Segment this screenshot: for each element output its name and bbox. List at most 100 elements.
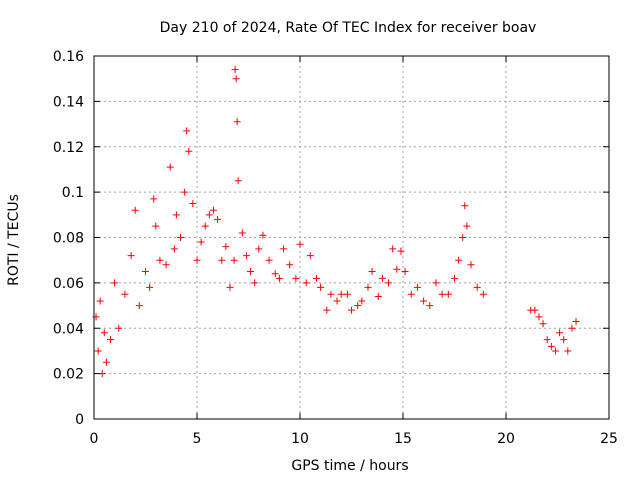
- roti-data-point: [473, 283, 481, 291]
- roti-data-point: [177, 234, 185, 241]
- roti-data-point: [131, 206, 139, 214]
- roti-data-point: [531, 306, 539, 314]
- roti-data-point: [564, 347, 572, 355]
- y-tick-label: 0.14: [53, 94, 84, 110]
- x-tick-label: 15: [394, 431, 412, 447]
- roti-data-point: [551, 347, 559, 355]
- x-axis-title: GPS time / hours: [291, 458, 408, 474]
- roti-data-point: [401, 268, 409, 276]
- y-tick-label: 0.12: [53, 140, 84, 156]
- roti-data-point: [185, 147, 193, 155]
- roti-data-point: [312, 274, 320, 282]
- roti-data-point: [333, 297, 341, 305]
- roti-data-point: [152, 222, 160, 230]
- roti-data-point: [378, 274, 386, 282]
- y-tick-label: 0.02: [53, 367, 84, 383]
- roti-data-point: [292, 274, 300, 282]
- roti-data-point: [271, 270, 279, 278]
- y-tick-label: 0.06: [53, 276, 84, 292]
- roti-data-point: [296, 240, 304, 248]
- roti-data-point: [150, 195, 158, 203]
- roti-data-point: [389, 245, 397, 253]
- roti-data-point: [302, 279, 310, 287]
- roti-data-point: [94, 347, 102, 355]
- grid-lines: [94, 56, 609, 419]
- roti-data-point: [96, 297, 104, 305]
- roti-data-point: [214, 215, 222, 223]
- roti-data-point: [426, 302, 434, 310]
- roti-data-point: [156, 256, 164, 264]
- roti-data-point: [189, 199, 197, 207]
- y-tick-label: 0.04: [53, 321, 84, 337]
- y-tick-label: 0: [75, 412, 84, 428]
- roti-data-point: [393, 265, 401, 273]
- roti-data-point: [172, 211, 180, 219]
- roti-data-point: [259, 231, 267, 239]
- y-tick-label: 0.08: [53, 231, 84, 247]
- roti-data-point: [323, 306, 331, 314]
- roti-data-point: [233, 118, 241, 126]
- roti-data-point: [255, 245, 263, 253]
- roti-data-point: [197, 238, 205, 246]
- roti-data-point: [451, 274, 458, 282]
- roti-data-point: [397, 247, 405, 255]
- y-axis-title: ROTI / TECUs: [6, 194, 22, 286]
- roti-data-point: [535, 313, 543, 321]
- roti-data-point: [247, 268, 255, 276]
- x-tick-label: 0: [90, 431, 99, 447]
- x-tick-label: 20: [497, 431, 515, 447]
- x-tick-label: 5: [193, 431, 202, 447]
- roti-data-point: [251, 279, 259, 287]
- roti-data-point: [539, 320, 547, 328]
- roti-data-point: [438, 290, 446, 298]
- roti-data-point: [232, 75, 240, 83]
- roti-data-point: [461, 202, 469, 210]
- roti-data-point: [183, 127, 191, 135]
- roti-data-point: [354, 302, 362, 310]
- roti-data-point: [193, 256, 201, 264]
- roti-data-point: [166, 163, 174, 171]
- roti-data-point: [135, 302, 143, 310]
- roti-data-point: [280, 245, 288, 253]
- roti-data-point: [413, 283, 421, 291]
- roti-data-point: [568, 324, 576, 332]
- roti-data-point: [368, 268, 376, 276]
- roti-data-point: [181, 188, 189, 196]
- roti-data-point: [547, 342, 555, 350]
- roti-data-point: [162, 261, 170, 269]
- axis-ticks: 0 5 10 15 20 25 0 0.02 0.04 0.06 0.08 0.1 0.12 0.14 0.…: [53, 49, 618, 447]
- roti-data-point: [226, 283, 234, 291]
- roti-data-point: [238, 229, 246, 237]
- roti-data-point: [455, 256, 463, 264]
- roti-data-point: [102, 358, 110, 366]
- roti-data-point: [463, 222, 471, 230]
- roti-data-point: [407, 290, 415, 298]
- roti-data-point: [306, 252, 314, 260]
- roti-data-point: [127, 252, 135, 260]
- roti-data-point: [543, 336, 551, 344]
- roti-data-point: [364, 283, 372, 291]
- roti-data-point: [560, 336, 568, 344]
- roti-data-point: [343, 290, 351, 298]
- roti-data-point: [286, 261, 294, 269]
- y-tick-label: 0.16: [53, 49, 84, 65]
- data-points: [92, 66, 580, 378]
- roti-data-point: [572, 317, 580, 325]
- roti-data-point: [327, 290, 335, 298]
- roti-data-point: [432, 279, 440, 287]
- roti-data-point: [275, 274, 283, 282]
- roti-data-point: [265, 256, 273, 264]
- plot-frame: [93, 55, 610, 420]
- roti-data-point: [115, 324, 123, 332]
- roti-data-point: [234, 177, 242, 185]
- roti-data-point: [170, 245, 178, 253]
- roti-data-point: [556, 329, 564, 337]
- roti-data-point: [222, 243, 230, 251]
- y-tick-label: 0.1: [62, 185, 84, 201]
- roti-data-point: [385, 279, 393, 287]
- roti-data-point: [142, 268, 149, 276]
- roti-data-point: [230, 256, 238, 264]
- x-tick-label: 10: [291, 431, 309, 447]
- roti-data-point: [444, 290, 452, 298]
